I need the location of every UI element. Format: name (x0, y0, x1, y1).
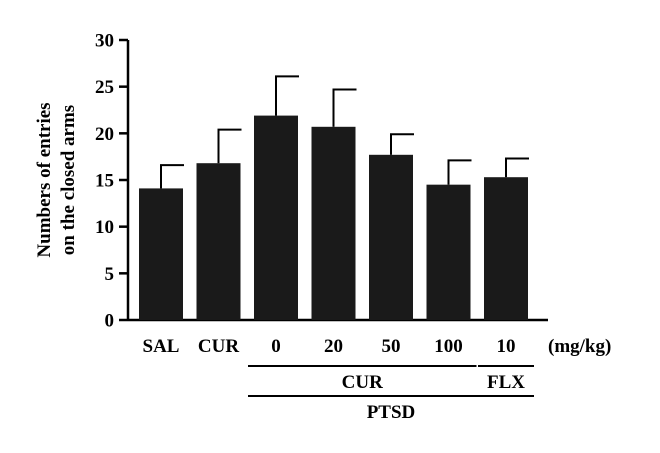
group-brackets: CUR FLX PTSD (248, 365, 534, 423)
y-axis-label-line-2: on the closed arms (58, 105, 79, 255)
x-tick-label: 0 (271, 336, 281, 357)
bar (369, 154, 413, 320)
bar (426, 184, 471, 320)
group-label: FLX (487, 372, 525, 393)
x-tick-label: 100 (434, 336, 463, 357)
y-tick-label: 25 (95, 77, 114, 98)
x-tick-labels: SAL CUR 0 20 50 100 10 (143, 336, 516, 357)
y-axis-label-line-1: Numbers of entries (34, 102, 55, 257)
bar (254, 115, 298, 320)
y-ticks: 0 5 10 15 20 25 30 (95, 31, 128, 332)
y-tick-label: 0 (105, 311, 115, 332)
y-axis-label: Numbers of entries on the closed arms (34, 102, 79, 257)
group-label: CUR (342, 372, 383, 393)
x-tick-label: 20 (324, 336, 343, 357)
y-tick-label: 10 (95, 217, 114, 238)
bars (139, 115, 528, 320)
bar (196, 163, 241, 320)
unit-label: (mg/kg) (548, 336, 611, 357)
x-tick-label: CUR (198, 336, 239, 357)
group-label: PTSD (367, 402, 416, 423)
y-tick-label: 5 (105, 264, 115, 285)
x-tick-label: 10 (497, 336, 516, 357)
error-bars (160, 75, 529, 189)
x-tick-label: SAL (143, 336, 180, 357)
bar (311, 126, 356, 320)
y-tick-label: 20 (95, 124, 114, 145)
y-tick-label: 15 (95, 171, 114, 192)
x-tick-label: 50 (382, 336, 401, 357)
y-tick-label: 30 (95, 31, 114, 52)
bar (484, 177, 528, 320)
bar (139, 188, 183, 320)
